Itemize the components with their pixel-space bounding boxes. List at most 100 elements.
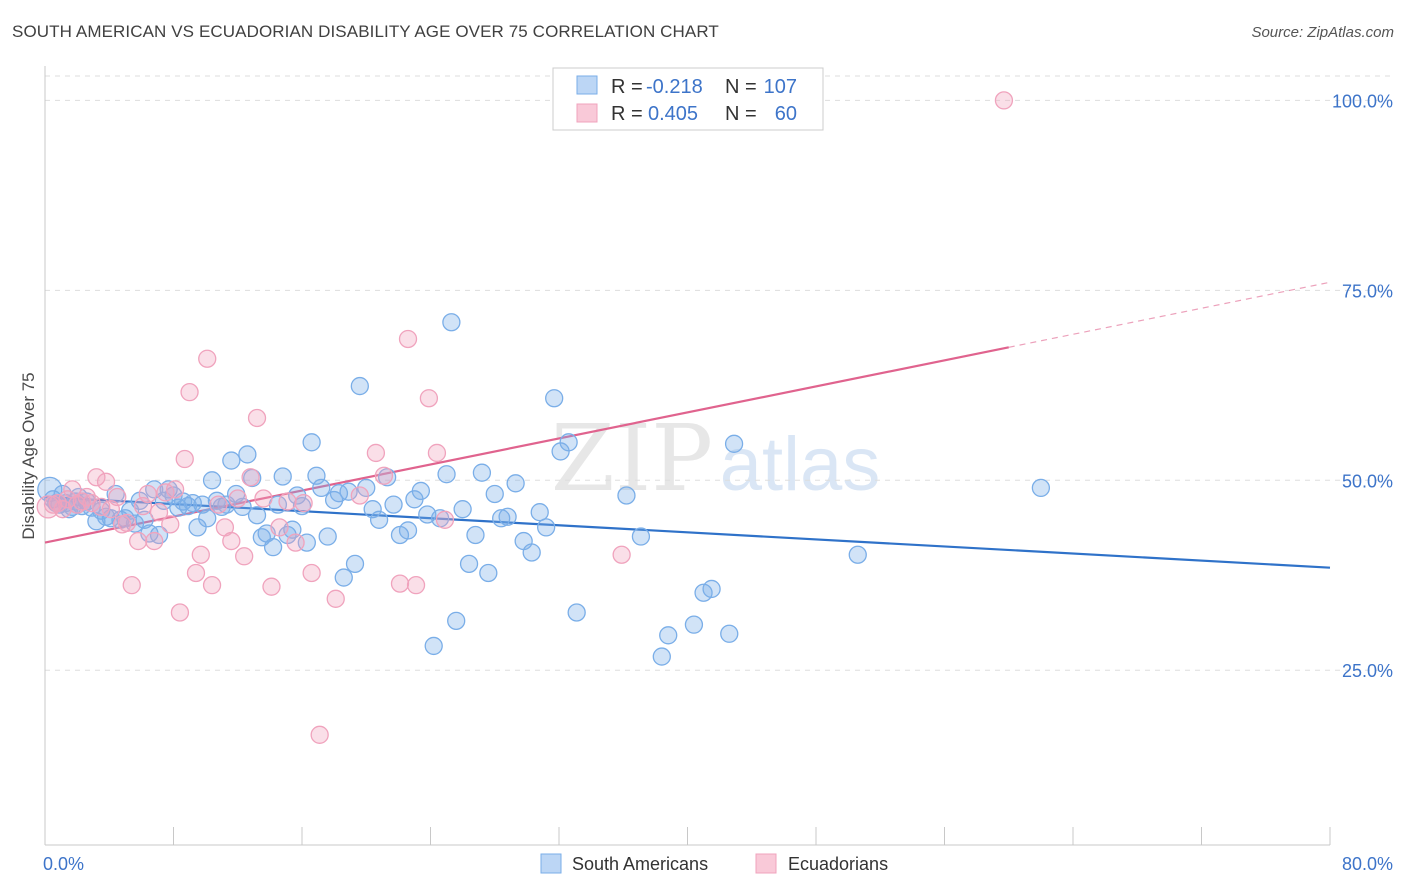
data-point-south-americans bbox=[442, 313, 461, 332]
gridlines bbox=[45, 75, 1392, 671]
data-point-ecuadorians bbox=[254, 489, 273, 508]
data-point-ecuadorians bbox=[247, 408, 267, 428]
y-axis-label: Disability Age Over 75 bbox=[19, 372, 38, 539]
data-point-ecuadorians bbox=[222, 531, 241, 551]
data-point-ecuadorians bbox=[87, 468, 106, 487]
data-point-south-americans bbox=[87, 512, 106, 531]
data-point-ecuadorians bbox=[108, 487, 127, 507]
data-point-ecuadorians bbox=[145, 531, 164, 551]
data-point-ecuadorians bbox=[278, 492, 297, 511]
data-point-south-americans bbox=[659, 626, 678, 645]
trend-line-ecuadorians-extension bbox=[1008, 281, 1331, 348]
data-point-south-americans bbox=[702, 579, 721, 599]
data-point-ecuadorians bbox=[202, 575, 222, 595]
data-point-south-americans bbox=[318, 527, 337, 546]
data-point-south-americans bbox=[202, 471, 222, 490]
data-point-ecuadorians bbox=[48, 493, 67, 513]
data-point-south-americans bbox=[302, 433, 321, 452]
data-point-south-americans bbox=[339, 482, 358, 501]
legend-r-value-2: 0.405 bbox=[648, 103, 698, 125]
series-legend-swatch-ecuadorians bbox=[755, 853, 777, 874]
data-point-south-americans bbox=[384, 495, 403, 514]
data-point-ecuadorians bbox=[209, 495, 228, 514]
data-point-ecuadorians bbox=[82, 493, 101, 513]
data-point-south-americans bbox=[149, 525, 169, 545]
series-legend-swatch-south-americans bbox=[540, 853, 562, 874]
legend-r-label-1: R = bbox=[611, 76, 643, 98]
tick-labels: 25.0% 50.0% 75.0% 100.0% 0.0% 80.0% bbox=[43, 91, 1393, 874]
data-point-ecuadorians bbox=[58, 490, 77, 509]
data-point-south-americans bbox=[506, 474, 525, 493]
data-point-south-americans bbox=[292, 496, 312, 516]
data-point-south-americans bbox=[567, 603, 586, 622]
data-point-ecuadorians bbox=[350, 486, 369, 505]
data-point-ecuadorians bbox=[398, 329, 418, 349]
data-point-south-americans bbox=[485, 484, 504, 504]
data-point-south-americans bbox=[398, 521, 418, 540]
data-point-south-americans bbox=[492, 509, 511, 528]
x-tick-label-max: 80.0% bbox=[1342, 854, 1393, 874]
data-point-south-americans bbox=[652, 647, 671, 666]
data-point-ecuadorians bbox=[228, 489, 247, 508]
data-point-ecuadorians bbox=[994, 91, 1014, 110]
data-point-ecuadorians bbox=[175, 449, 194, 469]
y-tick-label-100: 100.0% bbox=[1332, 91, 1393, 111]
y-tick-label-75: 75.0% bbox=[1342, 281, 1393, 301]
data-point-south-americans bbox=[424, 636, 443, 656]
data-point-ecuadorians bbox=[302, 563, 321, 583]
data-point-ecuadorians bbox=[241, 468, 260, 487]
data-point-ecuadorians bbox=[191, 545, 210, 564]
series-legend-label-south-americans: South Americans bbox=[572, 854, 708, 874]
series-legend: South Americans Ecuadorians bbox=[540, 853, 888, 874]
data-points bbox=[36, 91, 1051, 744]
data-point-south-americans bbox=[345, 554, 365, 574]
data-point-south-americans bbox=[238, 445, 257, 464]
data-point-south-americans bbox=[437, 465, 456, 484]
data-point-ecuadorians bbox=[374, 466, 394, 485]
legend-r-value-1: -0.218 bbox=[646, 76, 703, 98]
data-point-south-americans bbox=[498, 507, 517, 526]
data-point-south-americans bbox=[334, 568, 353, 587]
data-point-ecuadorians bbox=[165, 480, 185, 499]
data-point-south-americans bbox=[369, 510, 389, 529]
legend-n-label-2: N = bbox=[725, 103, 757, 125]
data-point-south-americans bbox=[522, 543, 541, 562]
axes bbox=[44, 66, 1331, 846]
data-point-ecuadorians bbox=[310, 725, 329, 744]
data-point-south-americans bbox=[617, 486, 636, 505]
data-point-south-americans bbox=[188, 518, 207, 537]
data-point-south-americans bbox=[472, 463, 492, 482]
data-point-ecuadorians bbox=[612, 545, 631, 564]
data-point-ecuadorians bbox=[435, 510, 455, 529]
data-point-ecuadorians bbox=[77, 487, 96, 507]
y-tick-label-25: 25.0% bbox=[1342, 661, 1393, 681]
legend-n-value-1: 107 bbox=[764, 76, 797, 98]
data-point-south-americans bbox=[466, 525, 485, 545]
legend-r-label-2: R = bbox=[611, 103, 643, 125]
data-point-south-americans bbox=[273, 467, 292, 486]
data-point-south-americans bbox=[363, 500, 382, 519]
data-point-ecuadorians bbox=[235, 547, 254, 566]
data-point-south-americans bbox=[193, 495, 212, 514]
data-point-ecuadorians bbox=[270, 518, 289, 537]
data-point-ecuadorians bbox=[326, 589, 345, 608]
stats-legend: R = -0.218 N = 107 R = 0.405 N = 60 bbox=[552, 67, 824, 131]
data-point-south-americans bbox=[350, 376, 369, 396]
data-point-ecuadorians bbox=[36, 495, 60, 519]
data-point-south-americans bbox=[530, 503, 549, 522]
data-point-south-americans bbox=[222, 451, 241, 470]
data-point-ecuadorians bbox=[170, 603, 190, 622]
legend-n-value-2: 60 bbox=[775, 103, 797, 125]
data-point-south-americans bbox=[559, 433, 578, 452]
data-point-ecuadorians bbox=[149, 503, 169, 522]
data-point-ecuadorians bbox=[96, 472, 116, 491]
data-point-ecuadorians bbox=[262, 577, 281, 596]
data-point-ecuadorians bbox=[122, 575, 141, 595]
data-point-ecuadorians bbox=[286, 533, 305, 552]
data-point-south-americans bbox=[724, 434, 744, 453]
data-point-ecuadorians bbox=[406, 575, 426, 595]
data-point-south-americans bbox=[453, 500, 472, 519]
data-point-ecuadorians bbox=[366, 443, 386, 463]
data-point-ecuadorians bbox=[198, 349, 217, 368]
